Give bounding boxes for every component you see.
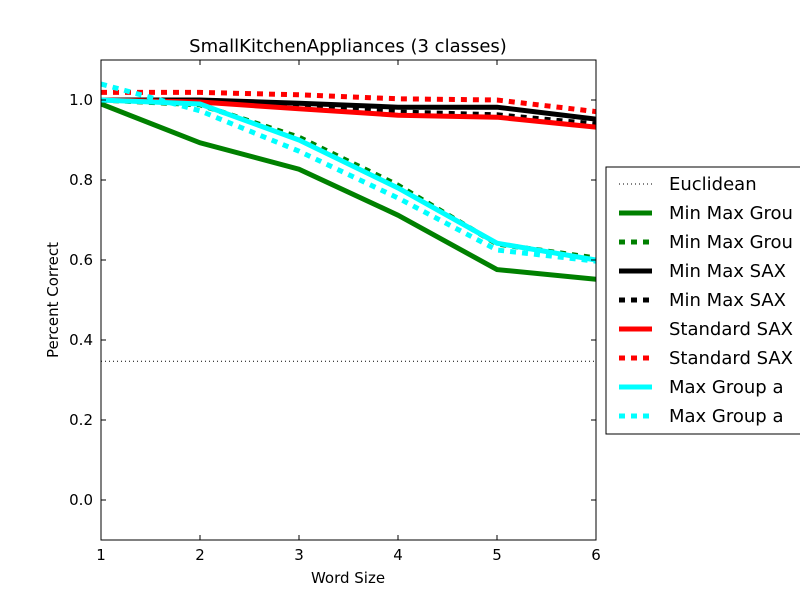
legend-label-1: Min Max Grou xyxy=(669,203,793,224)
series-line-8 xyxy=(101,81,596,264)
y-tick-label: 0.8 xyxy=(69,171,93,189)
chart-title: SmallKitchenAppliances (3 classes) xyxy=(189,36,507,57)
x-tick-label: 2 xyxy=(195,546,205,564)
legend-label-6: Standard SAX xyxy=(669,348,793,369)
x-axis: 1 2 3 4 5 6 xyxy=(96,60,601,564)
x-tick-label: 5 xyxy=(492,546,502,564)
y-tick-label: 1.0 xyxy=(69,91,93,109)
y-tick-label: 0.6 xyxy=(69,251,93,269)
series-layer xyxy=(101,81,596,362)
legend: Euclidean Min Max Grou Min Max Grou Min Max… xyxy=(605,166,800,435)
y-tick-label: 0.0 xyxy=(69,491,93,509)
y-tick-label: 0.2 xyxy=(69,411,93,429)
legend-label-0: Euclidean xyxy=(669,174,757,195)
series-line-4 xyxy=(101,97,596,127)
y-axis: 0.0 0.2 0.4 0.6 0.8 1.0 xyxy=(69,91,596,509)
y-axis-label: Percent Correct xyxy=(44,242,62,358)
legend-label-5: Standard SAX xyxy=(669,319,793,340)
series-line-1 xyxy=(101,101,596,282)
x-axis-label: Word Size xyxy=(311,569,385,587)
legend-label-7: Max Group a xyxy=(669,377,784,398)
legend-label-4: Min Max SAX xyxy=(669,290,786,311)
x-tick-label: 1 xyxy=(96,546,106,564)
plot-area xyxy=(101,60,596,540)
legend-label-3: Min Max SAX xyxy=(669,261,786,282)
series-line-6 xyxy=(101,89,596,115)
legend-label-8: Max Group a xyxy=(669,406,784,427)
series-line-7 xyxy=(101,97,596,263)
y-tick-label: 0.4 xyxy=(69,331,93,349)
x-tick-label: 6 xyxy=(591,546,601,564)
plot-frame xyxy=(100,59,597,541)
legend-label-2: Min Max Grou xyxy=(669,232,793,253)
x-tick-label: 4 xyxy=(393,546,403,564)
x-tick-label: 3 xyxy=(294,546,304,564)
